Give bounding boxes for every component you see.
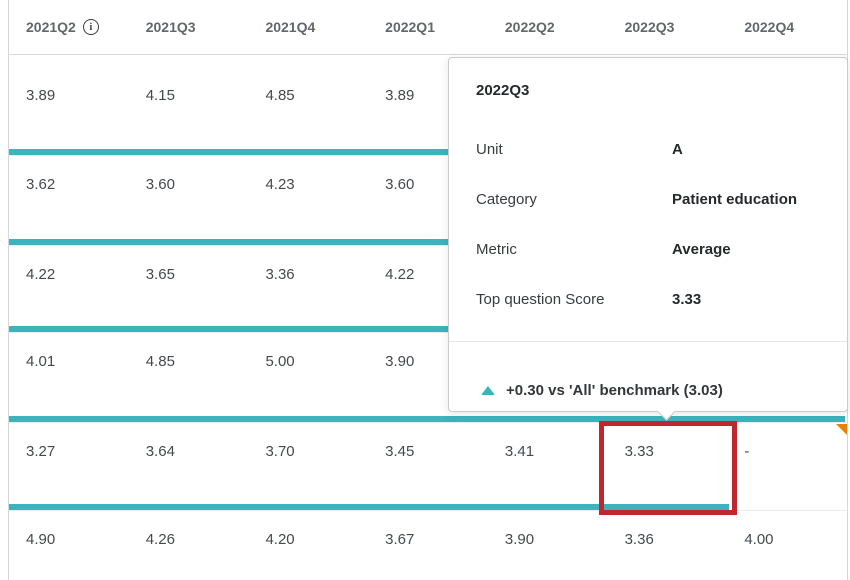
score-cell[interactable]: 3.67 <box>385 531 415 548</box>
score-cell[interactable]: 4.85 <box>145 353 175 370</box>
score-cell[interactable]: 3.64 <box>145 443 175 460</box>
column-header-label: 2021Q4 <box>265 19 316 35</box>
highlight-rectangle <box>599 421 737 515</box>
tooltip-field-value: Average <box>672 241 731 258</box>
tooltip-field-unit: Unit A <box>476 141 820 158</box>
score-cell[interactable]: 3.60 <box>385 176 415 193</box>
score-cell[interactable]: 4.22 <box>385 266 415 283</box>
tooltip-field-value: A <box>672 141 683 158</box>
column-header-label: 2022Q3 <box>624 19 675 35</box>
score-cell[interactable]: 3.62 <box>26 176 56 193</box>
column-header-2022q3: 2022Q3 <box>608 19 728 35</box>
tooltip-field-value: Patient education <box>672 191 798 208</box>
tooltip-divider <box>449 341 847 342</box>
score-cell[interactable]: 3.89 <box>385 87 415 104</box>
score-cell[interactable]: 3.90 <box>385 353 415 370</box>
cell-tooltip: 2022Q3 Unit A Category Patient education… <box>448 57 848 421</box>
score-cell[interactable]: 4.00 <box>744 531 774 548</box>
score-cell[interactable]: 4.01 <box>26 353 56 370</box>
score-cell[interactable]: 3.36 <box>265 266 295 283</box>
tooltip-field-top-question-score: Top question Score 3.33 <box>476 291 820 308</box>
tooltip-field-value: 3.33 <box>672 291 702 308</box>
column-header-2021q2: 2021Q2 i <box>9 19 129 35</box>
notable-change-flag-icon[interactable] <box>836 424 847 435</box>
column-header-label: 2022Q2 <box>504 19 555 35</box>
table-row: 4.90 4.26 4.20 3.67 3.90 3.36 4.00 <box>9 511 847 580</box>
tooltip-title: 2022Q3 <box>476 82 530 99</box>
score-cell-hovered[interactable]: 3.33 <box>624 443 654 460</box>
row-score-bar <box>9 239 845 245</box>
score-cell[interactable]: 3.90 <box>504 531 535 548</box>
score-cell[interactable]: 4.23 <box>265 176 295 193</box>
table-header-row: 2021Q2 i 2021Q3 2021Q4 2022Q1 2022Q2 202… <box>9 0 847 55</box>
tooltip-field-label: Unit <box>476 141 503 158</box>
tooltip-field-label: Top question Score <box>476 291 605 308</box>
tooltip-field-label: Metric <box>476 241 517 258</box>
column-header-label: 2021Q2 <box>26 19 76 35</box>
column-header-label: 2022Q4 <box>744 19 795 35</box>
score-cell[interactable]: 4.85 <box>265 87 295 104</box>
score-cell[interactable]: 3.70 <box>265 443 295 460</box>
score-cell[interactable]: 3.65 <box>145 266 175 283</box>
score-cell[interactable]: 3.36 <box>624 531 654 548</box>
tooltip-field-category: Category Patient education <box>476 191 820 208</box>
column-header-2022q2: 2022Q2 <box>488 19 608 35</box>
info-icon[interactable]: i <box>82 19 99 35</box>
score-cell[interactable]: 3.41 <box>504 443 535 460</box>
table-row: 3.62 3.60 4.23 3.60 <box>9 156 847 246</box>
column-header-label: 2022Q1 <box>385 19 435 35</box>
table-row: 4.01 4.85 5.00 3.90 <box>9 333 847 423</box>
tooltip-field-label: Category <box>476 191 537 208</box>
row-score-bar <box>9 504 729 510</box>
tooltip-field-metric: Metric Average <box>476 241 820 258</box>
score-cell[interactable]: 4.20 <box>265 531 295 548</box>
column-header-2022q4: 2022Q4 <box>727 19 847 35</box>
column-header-2022q1: 2022Q1 <box>368 19 488 35</box>
column-header-2021q4: 2021Q4 <box>248 19 368 35</box>
score-cell[interactable]: 3.45 <box>385 443 415 460</box>
tooltip-benchmark-text: +0.30 vs 'All' benchmark (3.03) <box>506 382 723 399</box>
benchmark-up-triangle-icon <box>481 386 495 395</box>
table-row: 3.27 3.64 3.70 3.45 3.41 3.33 - <box>9 423 847 511</box>
score-cell[interactable]: 3.27 <box>26 443 56 460</box>
score-cell[interactable]: 4.22 <box>26 266 56 283</box>
table-row: 3.89 4.15 4.85 3.89 <box>9 55 847 156</box>
column-header-label: 2021Q3 <box>145 19 196 35</box>
score-cell[interactable]: 5.00 <box>265 353 295 370</box>
score-cell-empty[interactable]: - <box>744 443 750 460</box>
score-cell[interactable]: 3.60 <box>145 176 175 193</box>
column-header-2021q3: 2021Q3 <box>129 19 249 35</box>
score-cell[interactable]: 4.90 <box>26 531 56 548</box>
row-score-bar <box>9 326 845 332</box>
score-cell[interactable]: 4.26 <box>145 531 175 548</box>
table-row: 4.22 3.65 3.36 4.22 <box>9 246 847 333</box>
tooltip-benchmark-row: +0.30 vs 'All' benchmark (3.03) <box>476 382 820 399</box>
score-cell[interactable]: 4.15 <box>145 87 175 104</box>
row-score-bar <box>9 149 845 155</box>
score-cell[interactable]: 3.89 <box>26 87 56 104</box>
row-score-bar <box>9 416 845 422</box>
